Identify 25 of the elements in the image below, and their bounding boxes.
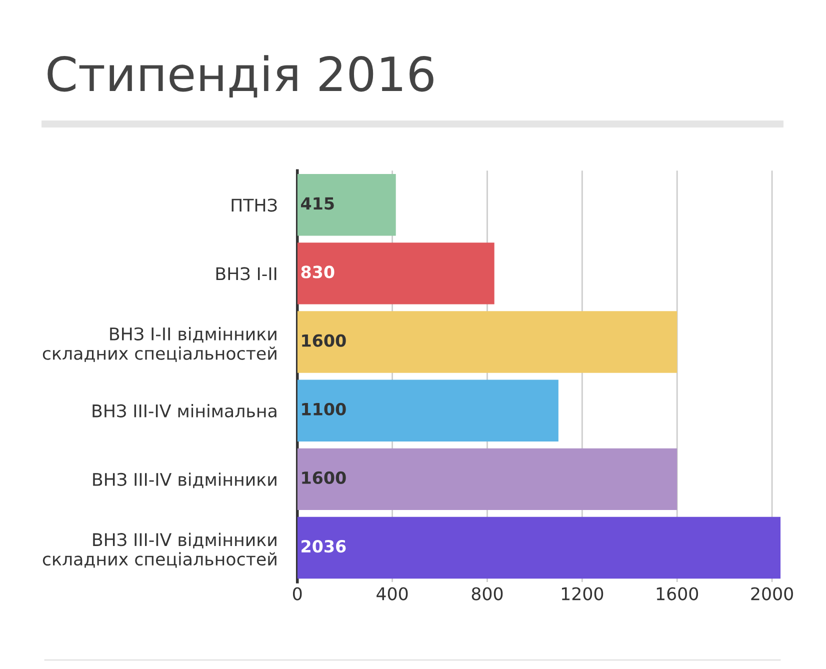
data-label: 830 [301, 266, 334, 278]
bar [297, 242, 494, 304]
data-label: 1600 [302, 471, 346, 484]
bar [297, 311, 678, 373]
bar [297, 448, 678, 510]
y-tick-label: ВНЗ III-IV відмінники складних спеціальностей [42, 532, 276, 568]
data-label: 1100 [302, 402, 346, 416]
data-label: 415 [301, 197, 334, 210]
y-tick-label: ВНЗ III-IV відмінники [93, 472, 276, 488]
y-tick-label: ВНЗ I-II [216, 267, 276, 280]
y-tick-label: ВНЗ I-II відмінники складних спеціальностей [42, 327, 276, 362]
data-label: 1600 [302, 334, 346, 347]
bar [297, 516, 781, 579]
y-tick-label: ПТНЗ [232, 198, 277, 212]
x-tick-label: 1600 [656, 587, 698, 600]
bar [297, 380, 558, 442]
y-tick-label: ВНЗ III-IV мінімальна [92, 404, 276, 418]
x-tick-label: 400 [376, 587, 408, 600]
x-tick-label: 0 [292, 587, 302, 600]
data-label: 2036 [302, 540, 346, 553]
x-tick-label: 800 [472, 587, 503, 600]
bar [297, 174, 396, 236]
chart-title: Стипендія 2016 [48, 55, 434, 98]
x-tick-label: 2000 [751, 587, 793, 600]
x-tick-label: 1200 [562, 587, 604, 600]
